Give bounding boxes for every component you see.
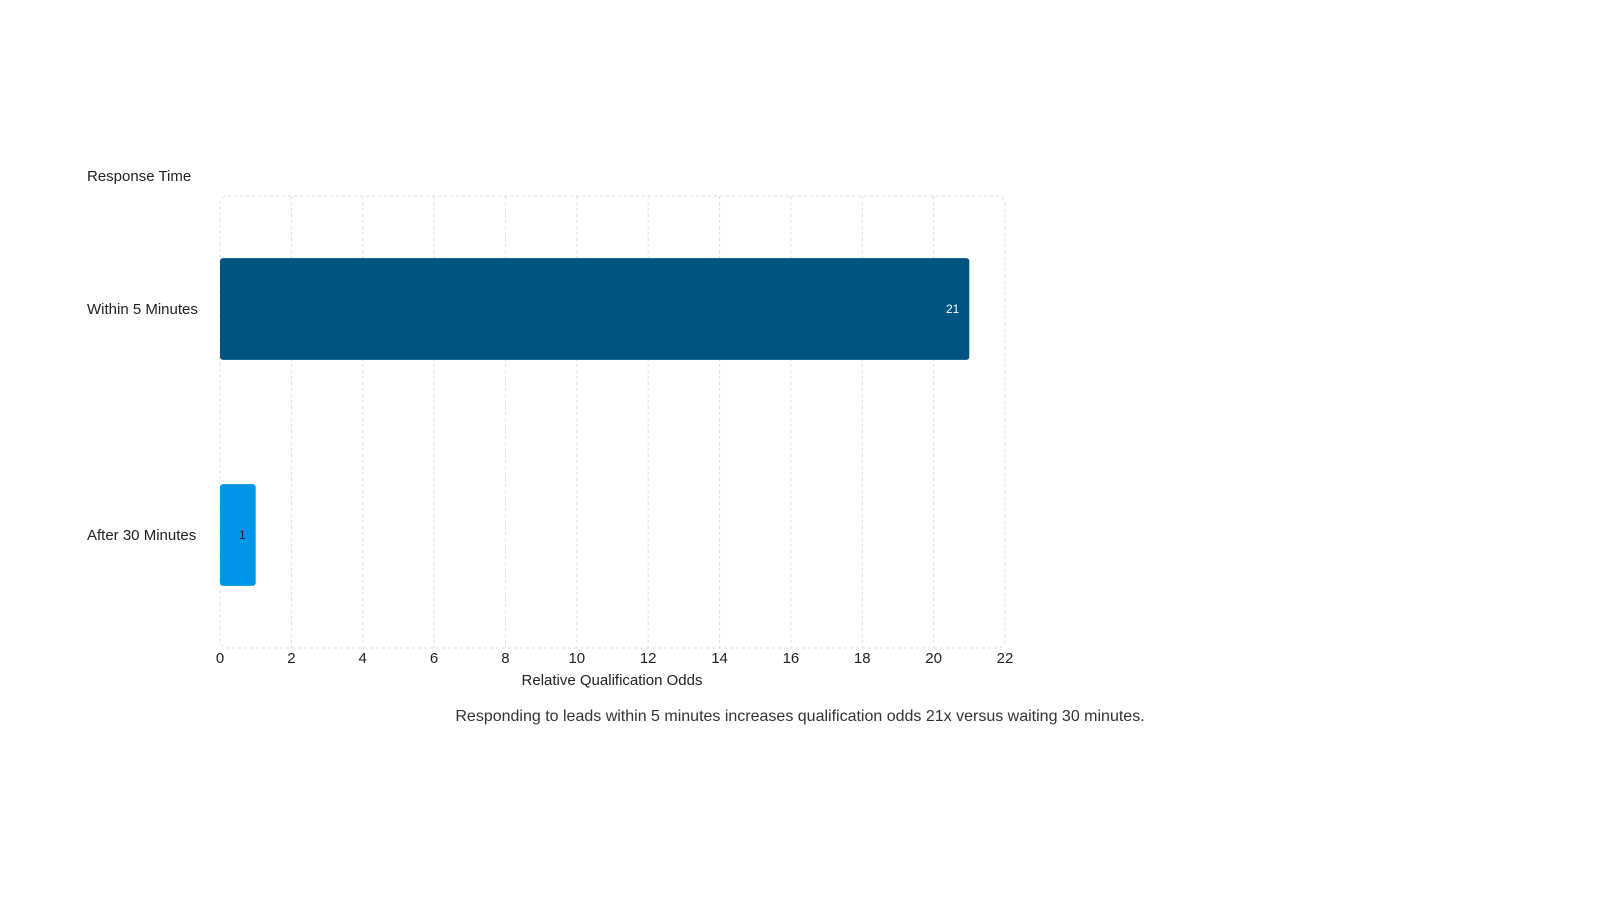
labels: 0 2 4 6 8 10 12 14 16 18 20 22 Within 5 Minutes 21 Aft… [87,301,1013,667]
x-tick-label: 14 [711,650,728,667]
bars [220,258,970,586]
x-tick-label: 8 [501,650,509,667]
bar-data-label: 21 [946,302,960,316]
x-tick-label: 10 [568,650,585,667]
x-tick-label: 16 [783,650,800,667]
x-tick-label: 4 [359,650,367,667]
y-axis-title: Response Time [87,168,191,185]
x-tick-label: 2 [287,650,295,667]
plot-frame [219,195,1006,649]
grid [219,195,1006,649]
y-category-label: After 30 Minutes [87,527,196,544]
x-tick-label: 12 [640,650,657,667]
bar [220,258,970,360]
x-tick-label: 22 [997,650,1014,667]
x-tick-label: 6 [430,650,438,667]
y-category-label: Within 5 Minutes [87,301,198,318]
x-tick-label: 20 [925,650,942,667]
x-tick-label: 0 [216,650,224,667]
chart-caption: Responding to leads within 5 minutes inc… [455,708,1145,725]
bar-data-label: 1 [239,528,246,542]
x-tick-label: 18 [854,650,871,667]
x-axis-title: Relative Qualification Odds [522,672,703,689]
bar [220,484,256,586]
